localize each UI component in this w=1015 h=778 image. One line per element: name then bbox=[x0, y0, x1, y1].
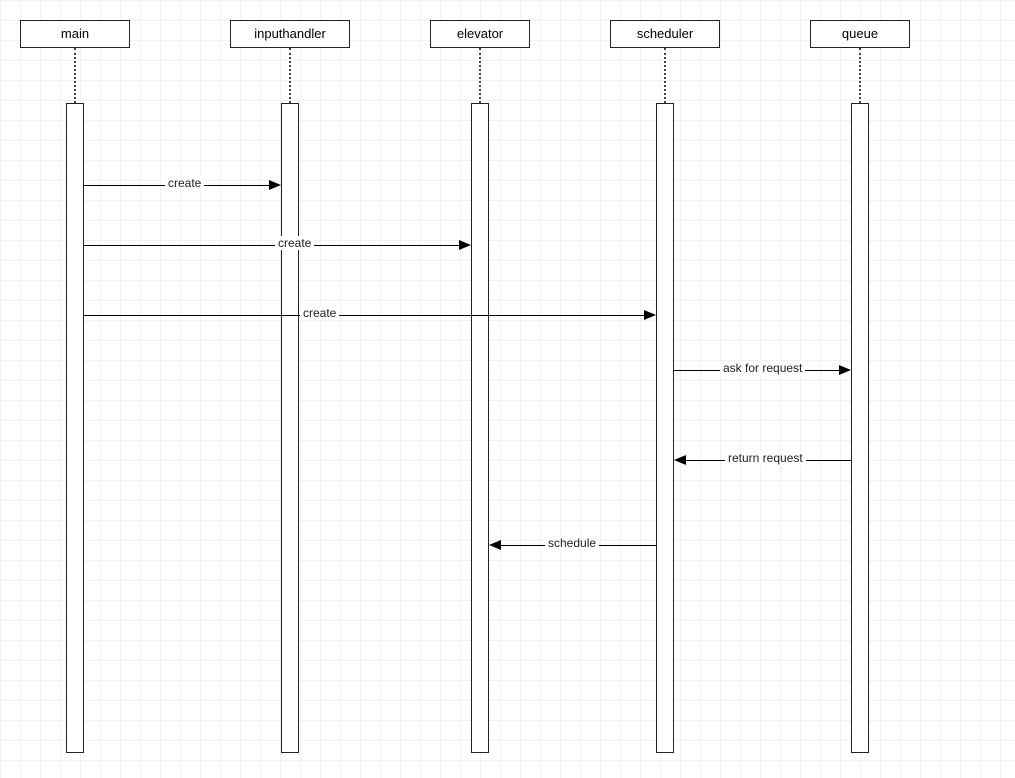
lifeline-stem-scheduler bbox=[664, 48, 666, 103]
message-label-m4: ask for request bbox=[720, 361, 805, 375]
lifeline-box-inputhandler: inputhandler bbox=[230, 20, 350, 48]
activation-queue bbox=[851, 103, 869, 753]
message-label-m2: create bbox=[275, 236, 314, 250]
message-arrowhead-m1 bbox=[269, 180, 281, 190]
message-label-m5: return request bbox=[725, 451, 806, 465]
message-label-m6: schedule bbox=[545, 536, 599, 550]
message-arrowhead-m3 bbox=[644, 310, 656, 320]
activation-main bbox=[66, 103, 84, 753]
message-arrowhead-m4 bbox=[839, 365, 851, 375]
message-label-m1: create bbox=[165, 176, 204, 190]
message-arrowhead-m2 bbox=[459, 240, 471, 250]
activation-scheduler bbox=[656, 103, 674, 753]
message-arrowhead-m6 bbox=[489, 540, 501, 550]
sequence-diagram-canvas: main inputhandler elevator scheduler queue cr… bbox=[0, 0, 1015, 778]
lifeline-box-scheduler: scheduler bbox=[610, 20, 720, 48]
activation-inputhandler bbox=[281, 103, 299, 753]
message-arrowhead-m5 bbox=[674, 455, 686, 465]
message-line-m3 bbox=[84, 315, 646, 316]
lifeline-stem-main bbox=[74, 48, 76, 103]
lifeline-stem-inputhandler bbox=[289, 48, 291, 103]
lifeline-stem-queue bbox=[859, 48, 861, 103]
lifeline-box-queue: queue bbox=[810, 20, 910, 48]
lifeline-stem-elevator bbox=[479, 48, 481, 103]
activation-elevator bbox=[471, 103, 489, 753]
message-line-m2 bbox=[84, 245, 461, 246]
lifeline-box-main: main bbox=[20, 20, 130, 48]
message-label-m3: create bbox=[300, 306, 339, 320]
lifeline-box-elevator: elevator bbox=[430, 20, 530, 48]
